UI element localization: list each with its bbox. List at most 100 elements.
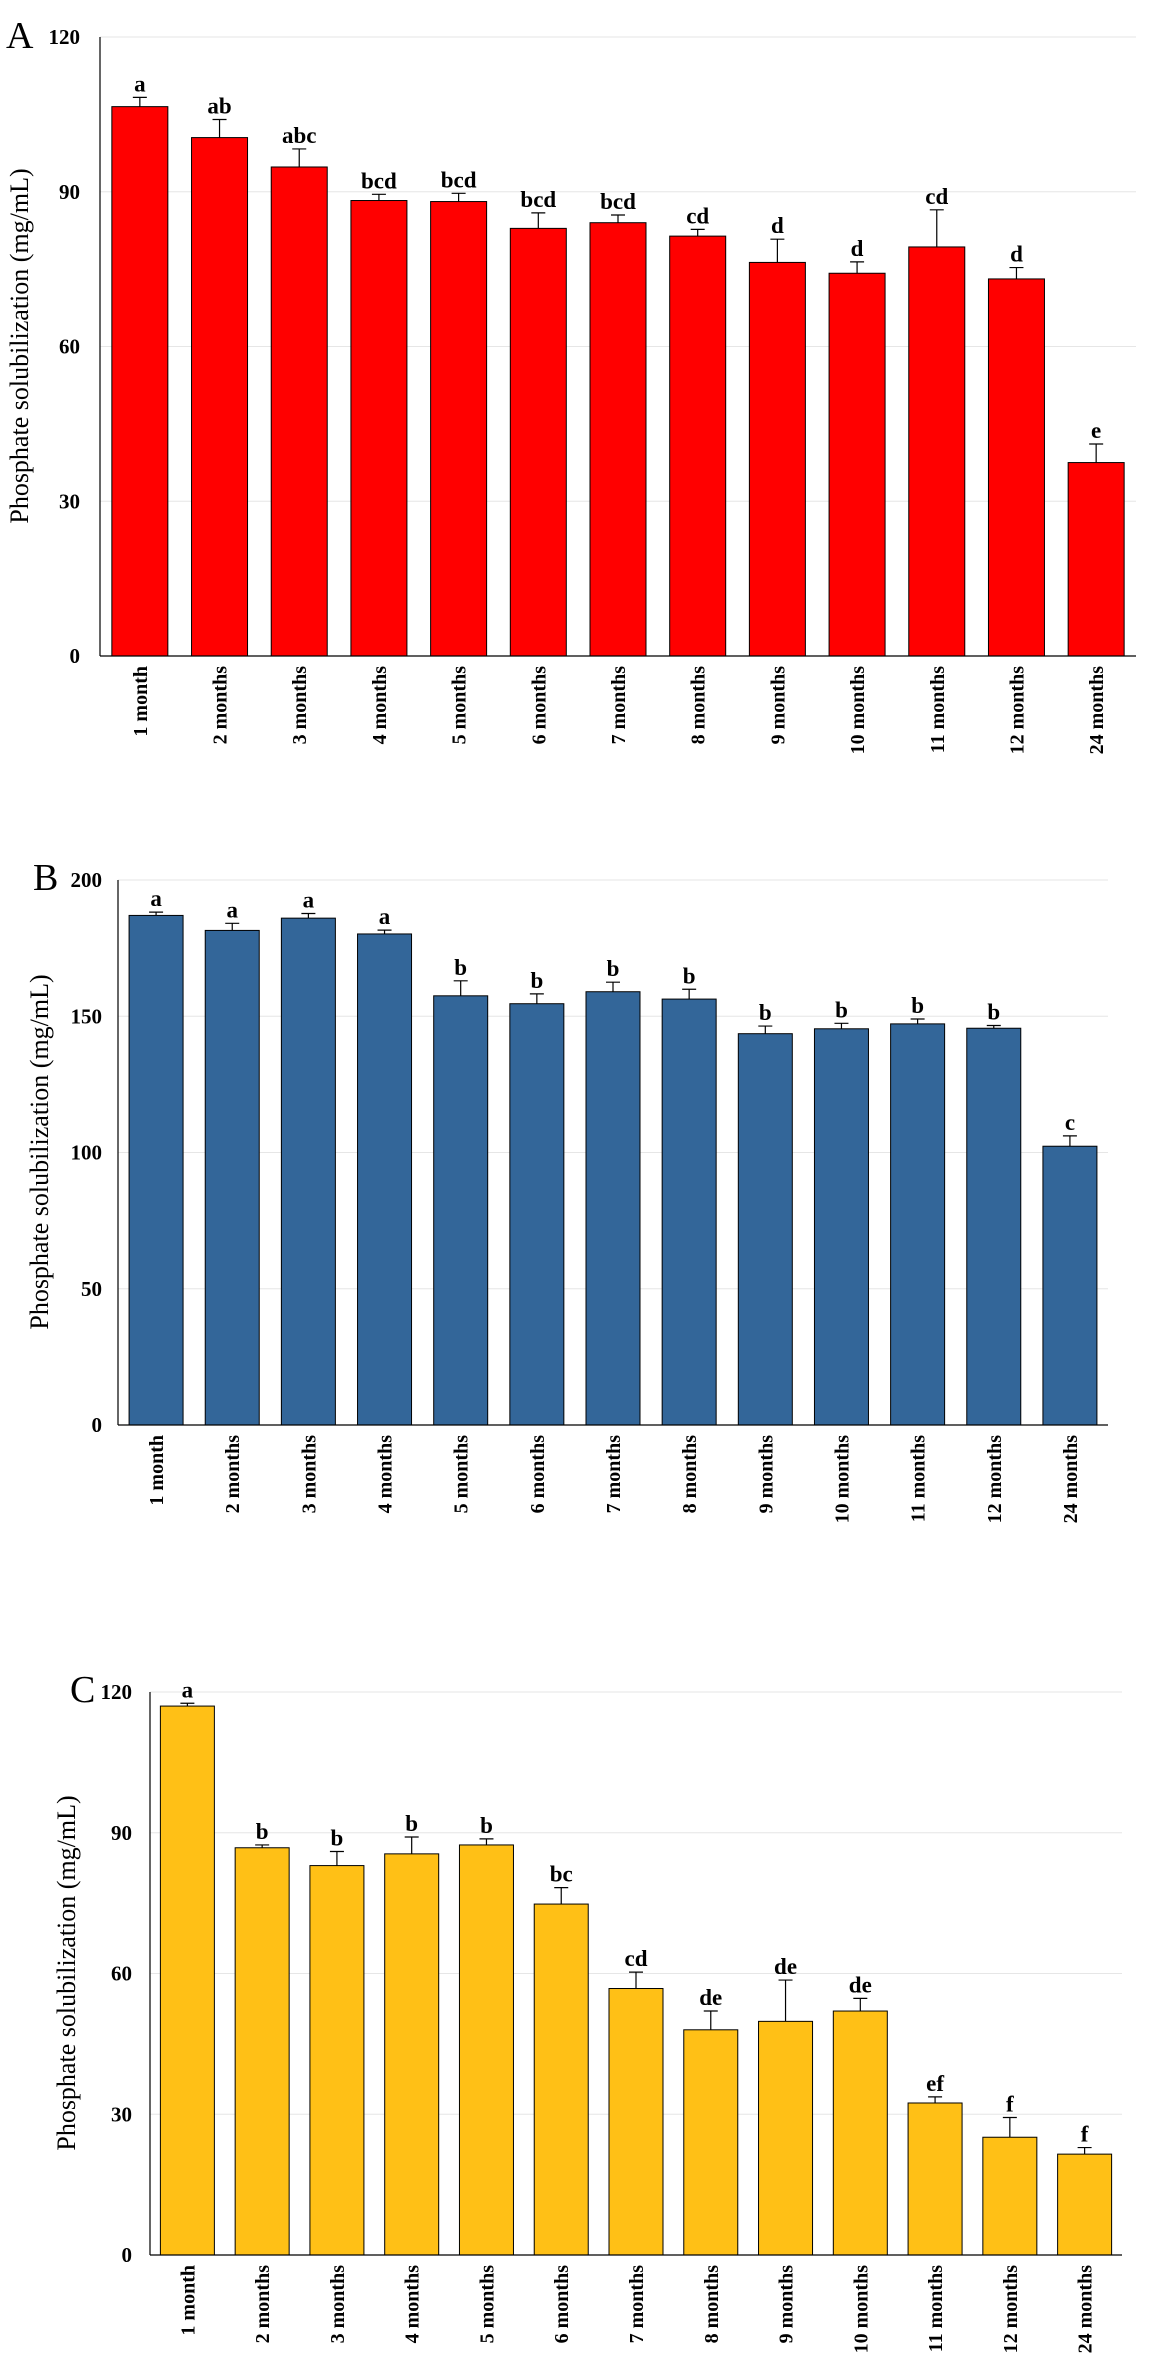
- x-tick-label: 24 months: [1086, 666, 1108, 755]
- significance-label: c: [1065, 1110, 1075, 1135]
- significance-label: b: [480, 1813, 493, 1838]
- bar: [159, 1705, 215, 2256]
- significance-label: b: [683, 963, 696, 988]
- error-bar: [1089, 443, 1104, 463]
- x-tick-label: 9 months: [755, 1435, 777, 1514]
- error-bar: [453, 980, 468, 996]
- chart-panel-a: A 0 30 60 90 120 Phosphate solubilization (mg/…: [5, 15, 1136, 754]
- significance-label: b: [530, 968, 543, 993]
- significance-label: de: [774, 1954, 797, 1979]
- x-tick-label: 7 months: [603, 1435, 625, 1514]
- y-axis-label: Phosphate solubilization (mg/mL): [52, 1795, 81, 2150]
- error-bar: [629, 1971, 643, 1989]
- significance-label: cd: [625, 1946, 648, 1971]
- x-tick-label: 24 months: [1060, 1435, 1082, 1524]
- bar: [608, 1988, 664, 2256]
- x-tick-label: 2 months: [210, 666, 232, 745]
- bar: [813, 1028, 869, 1426]
- error-bar: [404, 1836, 419, 1854]
- significance-label: a: [150, 886, 162, 911]
- error-bar: [770, 238, 785, 263]
- significance-label: a: [303, 888, 315, 913]
- bar: [111, 106, 169, 657]
- significance-label: bcd: [441, 167, 477, 192]
- bar: [589, 222, 647, 657]
- bar: [828, 272, 886, 657]
- y-tick-label: 100: [71, 1141, 103, 1165]
- error-bar: [1002, 2116, 1017, 2138]
- bar: [1067, 462, 1125, 657]
- bar: [908, 246, 966, 657]
- significance-label: cd: [925, 184, 948, 209]
- y-axis-label: Phosphate solubilization (mg/mL): [25, 974, 54, 1329]
- y-tick-label: 120: [49, 25, 81, 49]
- error-bar: [910, 1018, 925, 1024]
- significance-label: cd: [686, 203, 709, 228]
- x-tick-label: 12 months: [984, 1435, 1006, 1524]
- significance-label: b: [911, 993, 924, 1018]
- error-bar: [451, 192, 466, 202]
- panel-label: A: [6, 15, 34, 57]
- panel-label: C: [70, 1669, 95, 1711]
- y-tick-label: 0: [70, 644, 81, 668]
- x-tick-label: 6 months: [551, 2265, 573, 2344]
- error-bar: [225, 922, 240, 931]
- chart-panel-c: C 0 30 60 90 120 Phosphate solubilization (mg/…: [52, 1669, 1122, 2353]
- error-bar: [371, 193, 386, 201]
- x-tick-label: 12 months: [1006, 666, 1028, 755]
- x-tick-label: 7 months: [608, 666, 630, 745]
- error-bar: [531, 212, 546, 229]
- bar: [509, 227, 567, 657]
- significance-label: bcd: [361, 168, 397, 193]
- x-tick-label: 12 months: [1000, 2265, 1022, 2354]
- bar: [585, 991, 641, 1426]
- x-tick-label: 11 months: [927, 666, 949, 753]
- bar: [280, 917, 336, 1426]
- x-tick-label: 8 months: [701, 2265, 723, 2344]
- significance-label: bcd: [520, 187, 556, 212]
- bar: [832, 2010, 888, 2256]
- significance-label: f: [1081, 2122, 1089, 2147]
- bar: [309, 1865, 365, 2256]
- bar: [758, 2020, 814, 2256]
- x-tick-label: 4 months: [402, 2265, 424, 2344]
- x-tick-label: 3 months: [298, 1435, 320, 1514]
- bar: [128, 914, 184, 1426]
- significance-label: b: [331, 1826, 344, 1851]
- x-tick-label: 10 months: [850, 2265, 872, 2354]
- y-tick-label: 0: [92, 1413, 103, 1437]
- y-tick-label: 120: [101, 1680, 133, 1704]
- bar: [1057, 2153, 1113, 2256]
- significance-label: d: [851, 236, 864, 261]
- significance-label: de: [699, 1985, 722, 2010]
- bar: [987, 278, 1045, 657]
- error-bar: [682, 988, 697, 1000]
- x-tick-label: 1 month: [130, 666, 152, 737]
- error-bar: [180, 1702, 195, 1707]
- x-tick-label: 3 months: [289, 666, 311, 745]
- x-tick-label: 10 months: [831, 1435, 853, 1524]
- x-tick-label: 24 months: [1075, 2265, 1097, 2354]
- y-axis-label: Phosphate solubilization (mg/mL): [5, 168, 34, 523]
- error-bar: [929, 209, 944, 247]
- y-tick-label: 60: [111, 1962, 132, 1986]
- x-tick-label: 5 months: [449, 666, 471, 745]
- x-tick-label: 8 months: [688, 666, 710, 745]
- bar: [966, 1027, 1022, 1426]
- bar: [458, 1844, 514, 2256]
- error-bar: [212, 118, 227, 138]
- error-bar: [703, 2010, 718, 2030]
- bar: [270, 166, 328, 657]
- y-tick-label: 90: [111, 1821, 132, 1845]
- significance-label: abc: [282, 123, 317, 148]
- x-tick-label: 8 months: [679, 1435, 701, 1514]
- x-tick-label: 6 months: [527, 1435, 549, 1514]
- significance-label: e: [1091, 418, 1101, 443]
- error-bar: [1077, 2146, 1092, 2155]
- bar: [433, 995, 489, 1426]
- significance-label: de: [849, 1972, 872, 1997]
- x-tick-label: 9 months: [776, 2265, 798, 2344]
- error-bar: [255, 1844, 270, 1848]
- error-bar: [377, 929, 392, 934]
